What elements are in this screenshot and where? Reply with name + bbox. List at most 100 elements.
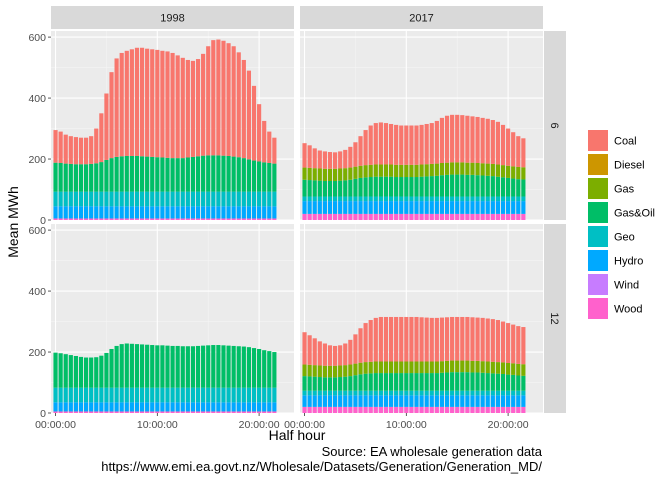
bar-segment-gas-oil xyxy=(419,176,424,197)
bar-segment-geo xyxy=(236,387,241,403)
bar-segment-geo xyxy=(490,390,495,396)
caption-url: https://www.emi.ea.govt.nz/Wholesale/Dat… xyxy=(101,459,542,474)
bar-segment-gas-oil xyxy=(414,373,419,391)
bar-segment-coal xyxy=(480,317,485,362)
bar-segment-gas-oil xyxy=(134,344,140,388)
bar-segment-wood xyxy=(455,406,460,413)
bar-segment-wood xyxy=(475,213,480,220)
bar-segment-gas xyxy=(434,361,439,374)
bar-segment-coal xyxy=(307,335,312,365)
bar-segment-gas-oil xyxy=(226,345,231,388)
bar-segment-gas xyxy=(373,361,378,374)
bar-segment-gas-oil xyxy=(114,345,119,388)
bar-segment-gas-oil xyxy=(262,162,267,192)
bar-segment-wood xyxy=(521,406,526,413)
bar-segment-coal xyxy=(94,128,99,164)
bar-segment-wood xyxy=(267,411,272,413)
legend-label: Gas xyxy=(614,184,635,196)
bar-segment-hydro xyxy=(221,206,226,219)
bar-segment-hydro xyxy=(129,206,134,219)
bar-segment-hydro xyxy=(211,206,216,219)
bar-segment-geo xyxy=(129,387,134,403)
bar-segment-hydro xyxy=(190,206,196,219)
bar-segment-geo xyxy=(139,191,145,207)
bar-segment-gas-oil xyxy=(129,155,134,192)
caption-source: Source: EA wholesale generation data xyxy=(321,444,542,459)
bar-segment-gas xyxy=(460,162,465,175)
bar-segment-wood xyxy=(241,411,246,413)
bar-segment-gas-oil xyxy=(470,372,475,391)
bar-segment-hydro xyxy=(195,206,201,219)
bar-segment-gas-oil xyxy=(312,376,317,391)
bar-segment-geo xyxy=(251,387,257,403)
bar-segment-wood xyxy=(236,411,241,413)
bar-segment-geo xyxy=(424,390,429,396)
bar-segment-coal xyxy=(89,136,94,164)
bar-segment-wood xyxy=(302,213,307,220)
bar-segment-coal xyxy=(429,317,434,362)
bar-segment-gas-oil xyxy=(455,174,460,197)
bar-segment-hydro xyxy=(241,402,246,412)
bar-segment-gas xyxy=(322,365,327,378)
bar-segment-gas xyxy=(419,361,424,374)
bar-segment-gas xyxy=(302,167,307,180)
bar-segment-geo xyxy=(129,191,134,207)
bar-segment-gas-oil xyxy=(439,372,445,391)
bar-segment-hydro xyxy=(485,395,490,407)
bar-segment-gas xyxy=(317,168,322,181)
bar-segment-gas xyxy=(373,164,378,177)
bar-segment-coal xyxy=(332,345,338,366)
bar-segment-wood xyxy=(455,213,460,220)
bar-segment-wood xyxy=(139,218,145,220)
bar-segment-coal xyxy=(246,70,252,160)
bar-segment-hydro xyxy=(434,395,439,407)
bar-segment-wood xyxy=(83,218,89,220)
bar-segment-hydro xyxy=(231,206,236,219)
bar-segment-coal xyxy=(322,343,327,366)
bar-segment-geo xyxy=(363,390,368,396)
bar-segment-hydro xyxy=(83,402,89,412)
bar-segment-wood xyxy=(99,218,104,220)
bar-segment-geo xyxy=(500,390,506,396)
bar-segment-gas xyxy=(455,162,460,175)
bar-segment-gas-oil xyxy=(358,177,363,197)
bar-segment-wood xyxy=(388,213,394,220)
bar-segment-geo xyxy=(180,191,185,207)
bar-segment-hydro xyxy=(373,201,378,214)
bar-segment-geo xyxy=(455,390,460,396)
bar-segment-geo xyxy=(134,387,140,403)
bar-segment-wood xyxy=(262,411,267,413)
bar-segment-gas-oil xyxy=(195,345,201,388)
bar-segment-coal xyxy=(475,317,480,361)
bar-segment-geo xyxy=(475,196,480,202)
bar-segment-geo xyxy=(262,387,267,403)
bar-segment-wood xyxy=(170,218,175,220)
bar-segment-wood xyxy=(241,218,246,220)
bar-segment-geo xyxy=(434,196,439,202)
bar-segment-gas xyxy=(511,166,516,179)
bar-segment-gas xyxy=(516,363,521,376)
bar-segment-hydro xyxy=(251,402,257,412)
bar-segment-wood xyxy=(119,411,124,413)
bar-segment-gas xyxy=(409,164,414,178)
bar-segment-hydro xyxy=(429,395,434,407)
bar-segment-geo xyxy=(94,191,99,207)
bar-segment-wood xyxy=(94,411,99,413)
bar-segment-hydro xyxy=(262,206,267,219)
bar-segment-gas xyxy=(470,360,475,373)
bar-segment-hydro xyxy=(358,395,363,407)
bar-segment-hydro xyxy=(302,395,307,407)
bar-segment-wood xyxy=(53,411,58,413)
bar-segment-gas xyxy=(307,364,312,377)
bar-segment-hydro xyxy=(246,206,252,219)
bar-segment-geo xyxy=(170,387,175,403)
bar-segment-gas-oil xyxy=(521,179,526,197)
bar-segment-gas-oil xyxy=(180,158,185,192)
bar-segment-hydro xyxy=(160,206,165,219)
bar-segment-gas-oil xyxy=(485,175,490,197)
bar-segment-coal xyxy=(516,136,521,167)
bar-segment-geo xyxy=(485,196,490,202)
bar-segment-hydro xyxy=(414,201,419,214)
bar-segment-geo xyxy=(419,196,424,202)
y-axis-title: Mean MWh xyxy=(5,186,21,258)
